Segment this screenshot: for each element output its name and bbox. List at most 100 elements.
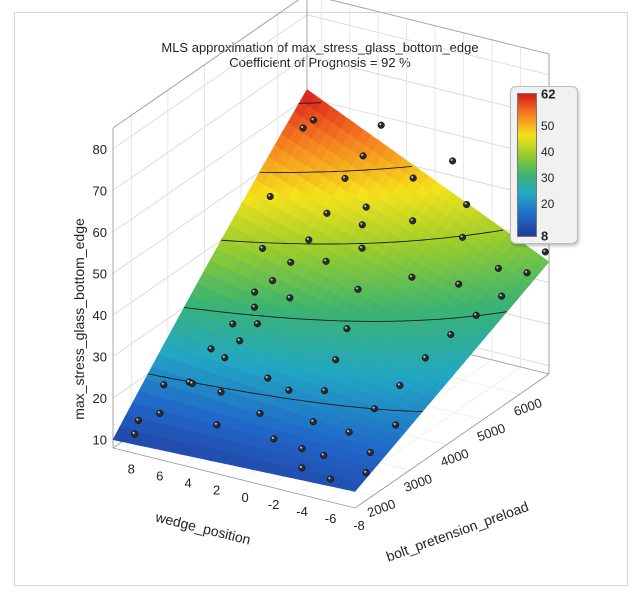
x-tick-label: 0: [242, 490, 249, 505]
data-point-highlight: [361, 153, 364, 156]
x-axis-title: wedge_position: [153, 508, 252, 547]
colorbar-tick-label: 20: [541, 197, 555, 212]
data-point-highlight: [286, 388, 289, 391]
data-point-highlight: [543, 249, 546, 252]
data-point-highlight: [311, 419, 314, 422]
x-tick-label: 8: [128, 462, 135, 477]
data-point-highlight: [464, 202, 467, 205]
data-point: [256, 409, 264, 417]
data-point-highlight: [255, 321, 258, 324]
data-point: [498, 292, 506, 300]
data-point: [269, 277, 277, 285]
data-point-highlight: [368, 450, 371, 453]
axis-box-edge: [112, 0, 300, 129]
data-point-highlight: [496, 266, 499, 269]
data-point-highlight: [257, 411, 261, 414]
data-point: [459, 233, 467, 241]
data-point: [156, 409, 164, 417]
z-tick-label: 50: [93, 266, 107, 281]
data-point-highlight: [321, 453, 324, 456]
data-point: [354, 285, 362, 293]
contour-line: [184, 306, 507, 322]
data-point: [341, 174, 349, 182]
data-point: [287, 258, 295, 266]
data-point-highlight: [265, 376, 268, 379]
data-point: [250, 303, 259, 311]
data-point-highlight: [322, 388, 325, 391]
data-point: [285, 386, 293, 394]
data-point-highlight: [364, 470, 367, 473]
colorbar-tick-label: 30: [541, 171, 555, 186]
data-point-highlight: [347, 430, 350, 433]
data-point: [343, 325, 351, 333]
data-point: [345, 428, 353, 436]
x-tick-label: 6: [156, 469, 163, 484]
data-point: [323, 209, 331, 217]
contour-line: [298, 102, 321, 104]
x-tick-label: -4: [296, 504, 308, 519]
contour-line: [221, 229, 504, 245]
data-point-highlight: [474, 313, 477, 316]
data-point: [523, 269, 531, 277]
data-point-highlight: [136, 418, 139, 421]
data-point: [309, 116, 318, 124]
data-point-highlight: [230, 321, 233, 324]
data-point-highlight: [190, 381, 193, 384]
data-point: [298, 464, 306, 472]
axis-box-edge: [329, 0, 550, 55]
data-point-highlight: [157, 411, 160, 414]
data-point: [320, 451, 328, 459]
data-point: [134, 416, 142, 425]
data-point: [266, 192, 274, 201]
data-point: [447, 330, 455, 339]
data-point: [229, 320, 237, 328]
data-point: [358, 221, 366, 229]
contour-line: [259, 165, 412, 173]
surface-patch: [346, 481, 363, 492]
grid-line: [306, 97, 550, 159]
data-point-highlight: [499, 294, 502, 297]
data-point: [362, 203, 370, 211]
data-point: [358, 244, 366, 252]
data-point-highlight: [222, 355, 225, 358]
data-point-highlight: [252, 305, 255, 308]
data-point-highlight: [344, 326, 347, 329]
data-point-highlight: [360, 222, 363, 225]
data-point: [377, 121, 385, 129]
data-point: [160, 381, 168, 389]
z-tick-label: 20: [93, 391, 107, 406]
data-point: [472, 311, 480, 319]
y-tick-label: 2000: [365, 496, 397, 520]
data-point: [188, 379, 196, 387]
data-point-highlight: [411, 176, 414, 179]
data-point-highlight: [342, 176, 346, 179]
data-point: [409, 174, 417, 182]
data-point-highlight: [300, 446, 303, 449]
grid-line: [112, 56, 308, 191]
y-tick-label: 3000: [402, 471, 434, 495]
data-point: [332, 356, 340, 364]
z-tick-label: 10: [93, 433, 107, 448]
z-tick-label: 40: [93, 308, 107, 323]
axis-box-edge: [112, 447, 356, 509]
data-point: [251, 288, 259, 296]
axis-box-edge: [354, 373, 550, 509]
data-point: [463, 200, 471, 209]
data-point: [409, 217, 417, 225]
data-point-highlight: [301, 125, 304, 129]
colorbar-gradient: [517, 93, 537, 237]
data-point-highlight: [333, 357, 336, 360]
data-point: [236, 337, 244, 345]
data-point-highlight: [271, 436, 274, 439]
data-point: [396, 381, 404, 389]
z-tick-label: 80: [93, 142, 107, 157]
data-point-highlight: [260, 246, 263, 249]
data-point-highlight: [360, 246, 363, 249]
data-point-highlight: [270, 278, 273, 281]
data-point: [207, 345, 215, 353]
data-point: [455, 280, 463, 288]
data-point-highlight: [372, 406, 375, 409]
data-point-highlight: [364, 205, 367, 208]
data-point-highlight: [306, 237, 309, 240]
